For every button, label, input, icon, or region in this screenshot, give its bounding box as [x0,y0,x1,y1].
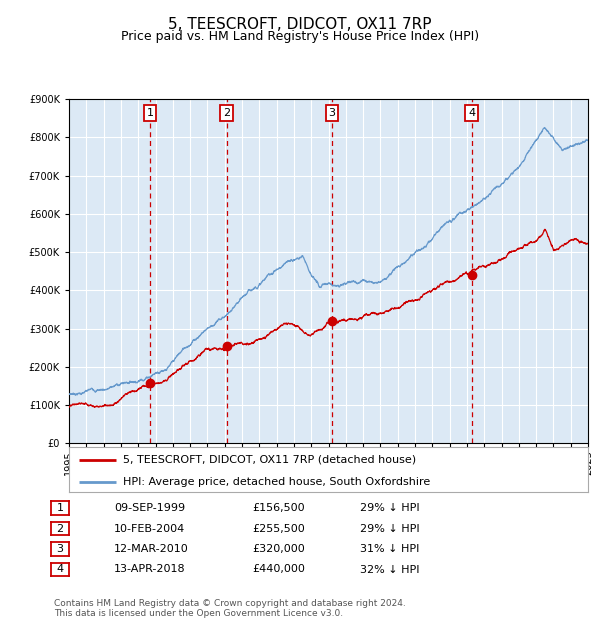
Text: £255,500: £255,500 [252,523,305,534]
Text: 1: 1 [146,108,154,118]
Text: HPI: Average price, detached house, South Oxfordshire: HPI: Average price, detached house, Sout… [124,477,431,487]
Text: 5, TEESCROFT, DIDCOT, OX11 7RP: 5, TEESCROFT, DIDCOT, OX11 7RP [168,17,432,32]
Text: 4: 4 [56,564,64,575]
Text: Contains HM Land Registry data © Crown copyright and database right 2024.
This d: Contains HM Land Registry data © Crown c… [54,599,406,618]
Text: 13-APR-2018: 13-APR-2018 [114,564,185,575]
Text: 5, TEESCROFT, DIDCOT, OX11 7RP (detached house): 5, TEESCROFT, DIDCOT, OX11 7RP (detached… [124,454,416,464]
Text: 2: 2 [56,523,64,534]
Text: 12-MAR-2010: 12-MAR-2010 [114,544,189,554]
Text: £440,000: £440,000 [252,564,305,575]
Text: 32% ↓ HPI: 32% ↓ HPI [360,564,419,575]
Text: £320,000: £320,000 [252,544,305,554]
Text: 29% ↓ HPI: 29% ↓ HPI [360,523,419,534]
Text: Price paid vs. HM Land Registry's House Price Index (HPI): Price paid vs. HM Land Registry's House … [121,30,479,43]
Text: 1: 1 [56,503,64,513]
Text: £156,500: £156,500 [252,503,305,513]
Text: 3: 3 [328,108,335,118]
Text: 09-SEP-1999: 09-SEP-1999 [114,503,185,513]
Text: 10-FEB-2004: 10-FEB-2004 [114,523,185,534]
Text: 3: 3 [56,544,64,554]
Text: 31% ↓ HPI: 31% ↓ HPI [360,544,419,554]
Text: 29% ↓ HPI: 29% ↓ HPI [360,503,419,513]
Text: 4: 4 [468,108,475,118]
Text: 2: 2 [223,108,230,118]
